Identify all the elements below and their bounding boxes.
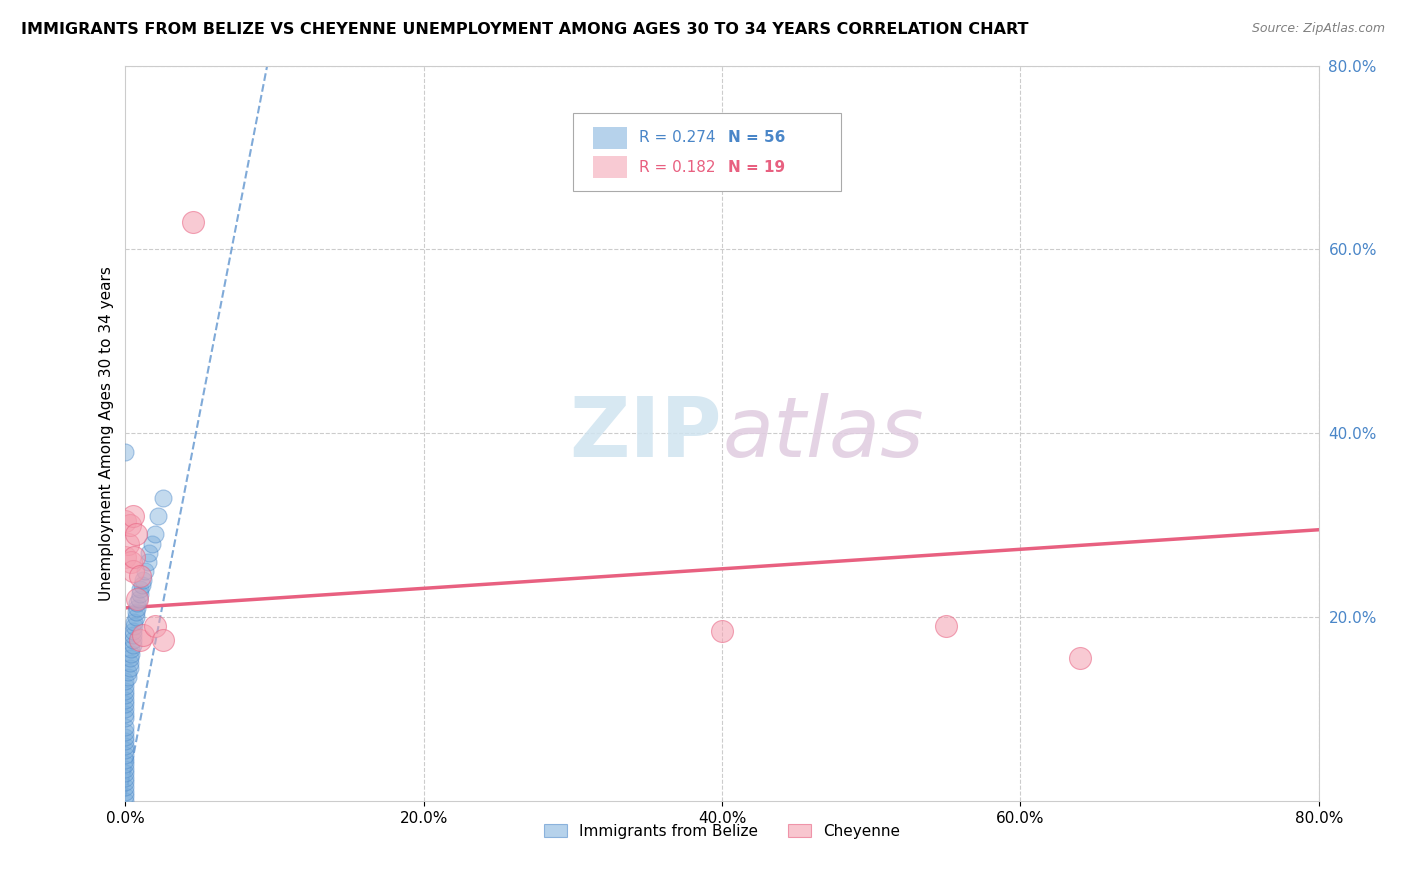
Point (122, 633, 145, 648)
Point (114, 679, 136, 693)
Point (143, 619, 166, 633)
Point (114, 771, 136, 785)
Point (131, 578, 153, 592)
FancyBboxPatch shape (572, 113, 841, 191)
Point (125, 527, 148, 541)
Point (143, 527, 166, 541)
Point (129, 582, 152, 597)
Y-axis label: Unemployment Among Ages 30 to 34 years: Unemployment Among Ages 30 to 34 years (100, 266, 114, 600)
Point (122, 624, 145, 638)
Point (122, 508, 145, 523)
Text: IMMIGRANTS FROM BELIZE VS CHEYENNE UNEMPLOYMENT AMONG AGES 30 TO 34 YEARS CORREL: IMMIGRANTS FROM BELIZE VS CHEYENNE UNEMP… (21, 22, 1029, 37)
Point (136, 555, 159, 569)
Point (1069, 651, 1091, 665)
Point (132, 628, 155, 642)
Text: N = 19: N = 19 (728, 160, 785, 175)
Point (114, 674, 136, 689)
Point (114, 734, 136, 748)
Point (118, 660, 141, 674)
Point (114, 688, 136, 702)
Point (114, 739, 136, 753)
Point (122, 564, 145, 578)
Point (114, 757, 136, 772)
Point (120, 555, 142, 569)
Point (114, 789, 136, 804)
Point (148, 508, 170, 523)
Point (114, 762, 136, 776)
Point (122, 628, 145, 642)
Point (125, 610, 148, 624)
Point (181, 215, 204, 229)
Point (127, 591, 149, 606)
Point (132, 574, 155, 588)
Point (114, 747, 136, 762)
Point (118, 651, 141, 665)
Point (122, 638, 145, 652)
Bar (593, 156, 627, 178)
Point (114, 794, 136, 808)
Point (114, 780, 136, 794)
Point (114, 785, 136, 799)
Point (128, 591, 150, 606)
Point (114, 683, 136, 698)
Text: R = 0.274: R = 0.274 (638, 130, 716, 145)
Point (114, 514, 136, 528)
Point (114, 706, 136, 721)
Point (117, 670, 139, 684)
Point (114, 725, 136, 739)
Point (117, 536, 139, 550)
Point (118, 518, 141, 533)
Point (129, 633, 152, 648)
Text: R = 0.182: R = 0.182 (638, 160, 716, 175)
Point (124, 550, 146, 565)
Point (141, 536, 163, 550)
Point (120, 642, 142, 657)
Point (114, 775, 136, 789)
Point (114, 766, 136, 780)
Text: Source: ZipAtlas.com: Source: ZipAtlas.com (1251, 22, 1385, 36)
Point (124, 615, 146, 629)
Point (114, 730, 136, 744)
Point (114, 702, 136, 716)
Point (114, 693, 136, 707)
Point (117, 665, 139, 680)
Text: N = 56: N = 56 (728, 130, 786, 145)
Point (114, 720, 136, 734)
Point (935, 619, 957, 633)
Point (129, 587, 152, 601)
Point (124, 619, 146, 633)
Point (711, 624, 734, 638)
Point (127, 596, 149, 610)
Point (152, 491, 174, 505)
Point (114, 444, 136, 458)
Point (127, 600, 149, 615)
Text: ZIP: ZIP (569, 392, 723, 474)
Point (114, 752, 136, 766)
Point (152, 633, 174, 648)
Point (138, 546, 160, 560)
Point (114, 550, 136, 565)
Point (114, 698, 136, 712)
Point (114, 743, 136, 757)
Point (118, 656, 141, 670)
Text: atlas: atlas (723, 392, 924, 474)
Point (120, 647, 142, 661)
Point (129, 568, 152, 582)
Bar (593, 127, 627, 149)
Legend: Immigrants from Belize, Cheyenne: Immigrants from Belize, Cheyenne (537, 817, 907, 845)
Point (114, 711, 136, 725)
Point (125, 606, 148, 620)
Point (134, 564, 156, 578)
